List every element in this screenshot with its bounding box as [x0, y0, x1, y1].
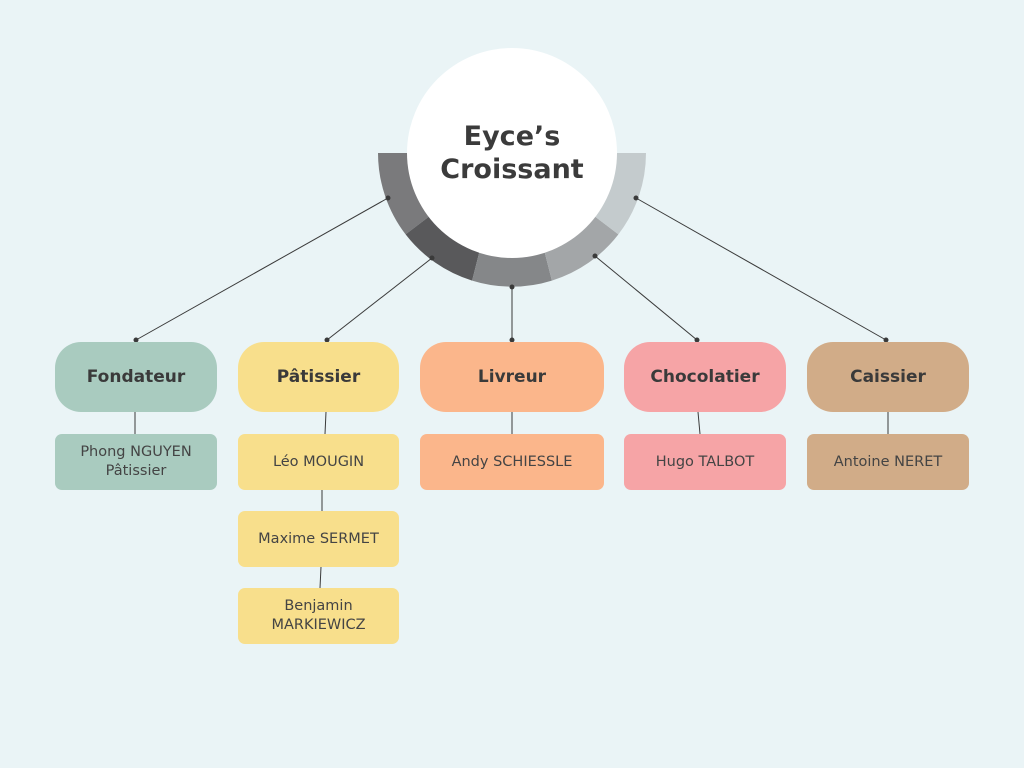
member-andy-schiessle: Andy SCHIESSLE [420, 434, 604, 490]
member-benjamin-markiewicz: Benjamin MARKIEWICZ [238, 588, 399, 644]
member-name: Benjamin [284, 598, 353, 614]
member-name: Andy SCHIESSLE [451, 453, 573, 470]
connector-patissier [326, 257, 433, 341]
member-name: Léo MOUGIN [272, 453, 365, 470]
member-name-line-2: MARKIEWICZ [271, 617, 366, 633]
role-fondateur: Fondateur [55, 342, 217, 412]
member-antoine-neret: Antoine NERET [807, 434, 969, 490]
member-name: Phong NGUYEN [80, 444, 192, 460]
member-hugo-talbot: Hugo TALBOT [624, 434, 786, 490]
role-patissier: Pâtissier [238, 342, 399, 412]
connector-chocolatier-member [697, 411, 701, 435]
member-title: Pâtissier [105, 463, 167, 479]
member-name: Hugo TALBOT [655, 453, 755, 470]
role-caissier: Caissier [807, 342, 969, 412]
member-name: Antoine NERET [833, 453, 943, 470]
role-livreur: Livreur [420, 342, 604, 412]
connector-fondateur [135, 197, 389, 341]
hub-connectors [133, 195, 889, 343]
connector-caissier [635, 197, 887, 341]
connector-dot [385, 195, 391, 201]
ring-segment-2 [405, 215, 480, 281]
hub-title-line-1: Eyce’s [463, 121, 561, 152]
ring-segment-4 [544, 215, 619, 281]
hub-title-line-2: Croissant [440, 154, 584, 185]
member-leo-mougin: Léo MOUGIN [238, 434, 399, 490]
connector-chocolatier [594, 255, 698, 341]
member-phong-nguyen: Phong NGUYEN Pâtissier [55, 434, 217, 490]
connector-dot [592, 253, 598, 259]
hub-title: Eyce’s Croissant [412, 120, 612, 186]
connector-patissier-member-3 [319, 566, 322, 589]
connector-dot [509, 284, 515, 290]
member-name: Maxime SERMET [258, 530, 379, 547]
member-maxime-sermet: Maxime SERMET [238, 511, 399, 567]
connector-dot [633, 195, 639, 201]
ring-segment-5 [593, 153, 646, 235]
hub-circle [407, 48, 617, 258]
connector-patissier-member-1 [324, 411, 327, 435]
member-connectors [134, 411, 889, 589]
role-chocolatier: Chocolatier [624, 342, 786, 412]
ring-segment-1 [378, 153, 431, 235]
connector-dot [429, 255, 435, 261]
ring-segment-3 [472, 250, 552, 287]
hub-ring [378, 153, 646, 287]
